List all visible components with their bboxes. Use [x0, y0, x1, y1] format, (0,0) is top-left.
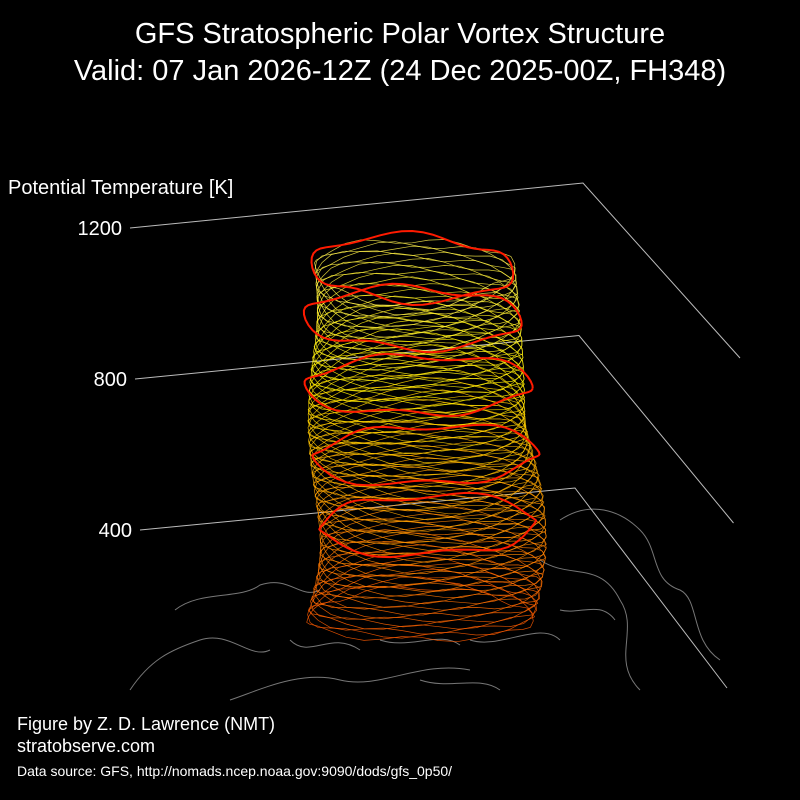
credit: Data source: GFS, http://nomads.ncep.noa…	[17, 763, 452, 779]
vortex-contour	[307, 386, 526, 452]
vortex-contour	[314, 239, 516, 307]
vortex-contour	[316, 485, 546, 545]
vortex-contour	[307, 576, 537, 635]
grid-line	[129, 182, 741, 359]
vortex-contour	[308, 374, 526, 439]
vortex-contour	[317, 494, 546, 555]
coastlines	[129, 508, 721, 701]
z-tick-label: 800	[94, 369, 127, 391]
vortex-contour	[308, 415, 530, 478]
z-tick-label: 400	[99, 520, 132, 542]
vortex-contour	[316, 264, 519, 335]
vortex-contour	[310, 436, 536, 500]
z-axis-label: Potential Temperature [K]	[8, 177, 233, 199]
vortex-contour	[312, 317, 524, 382]
credit: stratobserve.com	[17, 736, 155, 756]
vortex-contour	[318, 532, 546, 593]
vortex-contour	[315, 474, 544, 534]
vortex-contour	[307, 382, 526, 446]
grid-line	[134, 334, 734, 524]
vortex-contour	[307, 389, 526, 454]
vortex-highlight-contour	[303, 352, 534, 418]
grid-line	[139, 487, 728, 689]
chart-title: GFS Stratospheric Polar Vortex Structure	[135, 18, 665, 50]
vortex-contour	[319, 520, 547, 581]
vortex-contour	[317, 537, 545, 597]
vortex-contour	[314, 469, 543, 532]
vortex	[302, 229, 547, 643]
coastline	[129, 508, 721, 701]
vortex-contour	[319, 529, 546, 588]
vortex-contour	[313, 461, 542, 523]
vortex-contour	[319, 518, 547, 578]
vortex-contour	[316, 283, 521, 350]
vortex-contour	[311, 445, 538, 508]
vortex-highlight-contour	[318, 491, 538, 559]
vortex-contour	[317, 489, 546, 551]
chart-subtitle: Valid: 07 Jan 2026-12Z (24 Dec 2025-00Z,…	[74, 55, 726, 87]
vortex-contour	[313, 556, 541, 616]
credit: Figure by Z. D. Lawrence (NMT)	[17, 714, 275, 734]
vortex-contour	[316, 544, 544, 605]
vortex-contour	[308, 411, 529, 476]
vortex-highlight-contour	[302, 282, 523, 354]
vortex-highlight-contour	[311, 423, 541, 487]
axes: 400 800 1200	[78, 182, 741, 689]
vortex-contour	[311, 449, 539, 512]
vortex-contour	[316, 481, 545, 544]
vortex-contour	[315, 252, 517, 322]
vortex-contour	[307, 580, 535, 639]
vortex-contour	[310, 568, 539, 628]
z-tick-label: 1200	[78, 218, 123, 240]
vortex-contour	[319, 506, 547, 566]
vortex-contour	[307, 377, 526, 443]
vortex-contour	[316, 261, 519, 329]
vortex-contour	[315, 250, 517, 318]
